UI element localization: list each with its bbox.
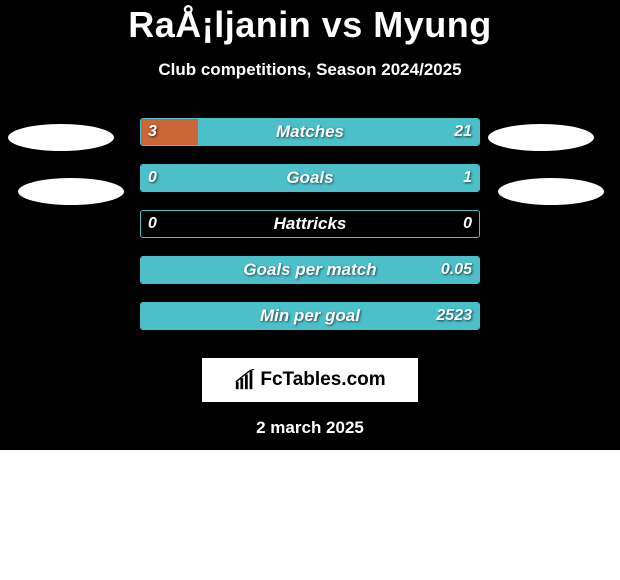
- stat-bar: Goals per match: [140, 256, 480, 284]
- page-title: RaÅ¡ljanin vs Myung: [0, 0, 620, 46]
- stat-label: Hattricks: [141, 211, 479, 237]
- stat-row: Hattricks0 0: [0, 200, 620, 246]
- stat-value-right: 1: [463, 164, 472, 192]
- decorative-ellipse: [498, 178, 604, 205]
- logo-box: FcTables.com: [202, 358, 418, 402]
- stat-bar-right-fill: [141, 257, 479, 283]
- stat-bar-right-fill: [141, 303, 479, 329]
- date-label: 2 march 2025: [0, 418, 620, 438]
- logo-text: FcTables.com: [260, 369, 385, 391]
- stat-bar: Matches: [140, 118, 480, 146]
- stat-value-right: 0.05: [441, 256, 472, 284]
- stat-bar: Goals: [140, 164, 480, 192]
- stat-value-left: 0: [148, 164, 157, 192]
- decorative-ellipse: [8, 124, 114, 151]
- barchart-icon: [234, 369, 256, 391]
- decorative-ellipse: [488, 124, 594, 151]
- stat-bar-right-fill: [141, 165, 479, 191]
- logo: FcTables.com: [234, 369, 385, 391]
- stat-row: Min per goal2523: [0, 292, 620, 338]
- stat-value-right: 2523: [436, 302, 472, 330]
- stat-bar: Min per goal: [140, 302, 480, 330]
- subtitle: Club competitions, Season 2024/2025: [0, 60, 620, 80]
- stat-value-right: 0: [463, 210, 472, 238]
- stat-value-left: 0: [148, 210, 157, 238]
- stat-bar: Hattricks: [140, 210, 480, 238]
- stat-row: Goals per match0.05: [0, 246, 620, 292]
- stat-bar-right-fill: [198, 119, 479, 145]
- stat-value-right: 21: [454, 118, 472, 146]
- comparison-card: RaÅ¡ljanin vs Myung Club competitions, S…: [0, 0, 620, 450]
- stat-value-left: 3: [148, 118, 157, 146]
- decorative-ellipse: [18, 178, 124, 205]
